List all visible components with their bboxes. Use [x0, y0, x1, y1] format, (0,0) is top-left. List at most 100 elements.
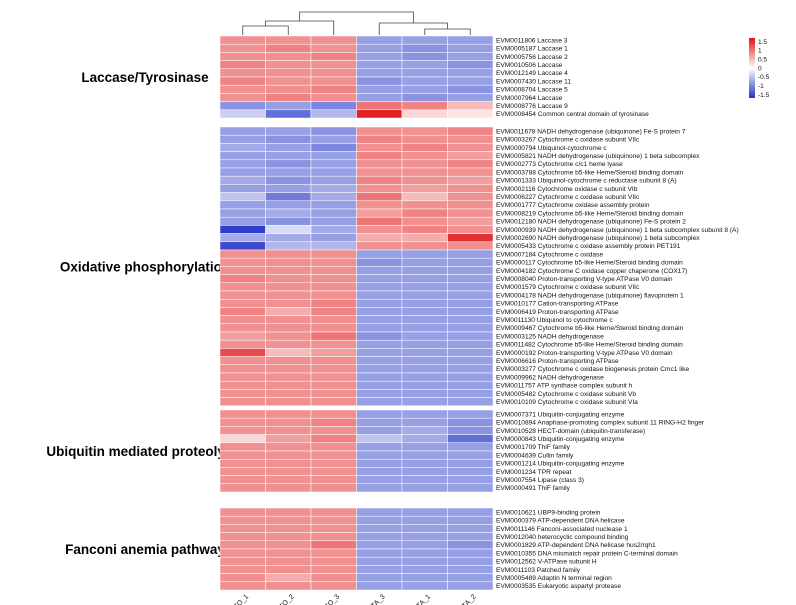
heatmap-cell — [265, 483, 312, 493]
heatmap-group: Oxidative phosphorylation EVM0011678 NADH… — [60, 126, 739, 407]
heatmap-cell — [265, 315, 312, 325]
row-label: EVM0009962 NADH dehydrogenase — [496, 374, 604, 381]
heatmap-cell — [310, 101, 357, 111]
heatmap-cell — [401, 126, 448, 136]
heatmap-cell — [265, 184, 312, 193]
heatmap-cell — [310, 68, 357, 78]
legend-colorbar — [749, 38, 755, 98]
column-label: TO_1 — [233, 593, 250, 605]
heatmap-cell — [356, 76, 403, 86]
heatmap-cell — [265, 380, 312, 390]
heatmap-cell — [310, 282, 357, 292]
heatmap-cell — [310, 540, 357, 550]
heatmap-cell — [219, 442, 266, 452]
heatmap-cell — [219, 348, 266, 357]
heatmap-cell — [401, 426, 448, 435]
heatmap-cell — [356, 323, 403, 333]
heatmap-cell — [401, 434, 448, 444]
heatmap-cell — [310, 60, 357, 70]
heatmap-cell — [401, 450, 448, 460]
heatmap-cell — [356, 233, 403, 243]
heatmap-cell — [310, 515, 357, 525]
legend-tick-label: -1.5 — [758, 92, 770, 99]
row-label: EVM0011130 Ubiquinol to cytochrome c — [496, 317, 613, 324]
group-title: Fanconi anemia pathway — [65, 542, 225, 557]
heatmap-cell — [219, 540, 266, 550]
heatmap-cell — [219, 266, 266, 275]
color-legend: 1.5 10.5 0 -0.5 -1 -1.5 — [749, 38, 770, 99]
heatmap-cell — [265, 556, 312, 566]
row-label: EVM0010894 Anaphase-promoting complex su… — [496, 420, 705, 427]
heatmap-cell — [219, 339, 266, 349]
heatmap-cell — [219, 93, 266, 102]
heatmap-cell — [310, 274, 357, 284]
heatmap-cell — [219, 298, 266, 308]
heatmap-cell — [310, 315, 357, 325]
heatmap-cell — [447, 134, 494, 144]
heatmap-cell — [310, 548, 357, 558]
heatmap-cell — [265, 434, 312, 444]
row-label: EVM0003125 NADH dehydrogenase — [496, 333, 604, 340]
heatmap-cell — [447, 208, 494, 218]
heatmap-cell — [356, 266, 403, 275]
heatmap-cell — [219, 233, 266, 243]
heatmap-cell — [356, 372, 403, 382]
legend-tick-label: 1.5 — [758, 39, 767, 46]
heatmap-cell — [310, 450, 357, 460]
heatmap-cell — [310, 532, 357, 542]
heatmap-cell — [401, 60, 448, 70]
heatmap-cell — [401, 458, 448, 468]
heatmap-cell — [310, 331, 357, 341]
heatmap-cell — [219, 532, 266, 542]
heatmap-cell — [310, 581, 357, 591]
heatmap-cell — [356, 43, 403, 53]
legend-tick-label: -0.5 — [758, 74, 770, 81]
heatmap-cell — [447, 348, 494, 357]
heatmap-cell — [356, 565, 403, 574]
heatmap-cell — [401, 372, 448, 382]
heatmap-cell — [401, 339, 448, 349]
heatmap-cell — [401, 151, 448, 161]
row-label: EVM0006227 Cytochrome c oxidase subunit … — [496, 194, 640, 201]
heatmap-cell — [219, 556, 266, 566]
row-label: EVM0011806 Laccase 3 — [496, 37, 568, 44]
row-label: EVM0005821 NADH dehydrogenase (ubiquinon… — [496, 153, 700, 160]
heatmap-cell — [219, 208, 266, 218]
heatmap-cell — [310, 159, 357, 169]
heatmap-cell — [356, 483, 403, 493]
heatmap-cell — [265, 109, 312, 119]
heatmap-group: Laccase/Tyrosinase EVM0011806 Laccase 3 EV… — [81, 35, 649, 119]
heatmap-cell — [401, 93, 448, 102]
heatmap-cell — [356, 364, 403, 374]
heatmap-cell — [265, 426, 312, 435]
heatmap-cell — [219, 573, 266, 583]
heatmap-cell — [310, 84, 357, 94]
heatmap-cell — [447, 323, 494, 333]
row-label: EVM0012180 NADH dehydrogenase (ubiquinon… — [496, 219, 686, 226]
heatmap-cell — [265, 159, 312, 169]
heatmap-cell — [356, 339, 403, 349]
row-label: EVM0010355 DNA mismatch repair protein C… — [496, 550, 678, 557]
row-label: EVM0011146 Fanconi-associated nuclease 1 — [496, 526, 628, 533]
heatmap-cell — [310, 167, 357, 177]
heatmap-cell — [401, 380, 448, 390]
heatmap-cell — [219, 52, 266, 61]
heatmap-cell — [310, 200, 357, 210]
heatmap-cell — [310, 348, 357, 357]
heatmap-cell — [401, 417, 448, 427]
row-label: EVM0007964 Laccase — [496, 95, 563, 102]
heatmap-cell — [447, 192, 494, 202]
dendrogram-branch — [242, 25, 289, 35]
heatmap-cell — [447, 76, 494, 86]
heatmap-cell — [265, 282, 312, 292]
heatmap-cell — [310, 208, 357, 218]
row-label: EVM0006419 Proton-transporting ATPase — [496, 309, 619, 316]
heatmap-cell — [219, 467, 266, 476]
heatmap-cell — [310, 409, 357, 419]
heatmap-cell — [401, 524, 448, 533]
heatmap-cell — [447, 450, 494, 460]
heatmap-cell — [401, 159, 448, 169]
heatmap-cell — [265, 192, 312, 202]
heatmap-cell — [356, 274, 403, 284]
heatmap-cell — [219, 200, 266, 210]
